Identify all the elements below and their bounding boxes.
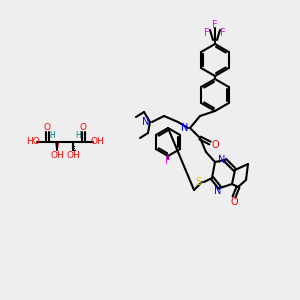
Text: N: N	[181, 123, 188, 133]
Text: N: N	[142, 117, 149, 127]
Text: HO: HO	[26, 137, 40, 146]
Text: O: O	[230, 197, 238, 207]
Polygon shape	[56, 142, 58, 150]
Text: OH: OH	[66, 151, 80, 160]
Text: S: S	[195, 177, 201, 187]
Text: F: F	[165, 156, 171, 166]
Text: F: F	[204, 28, 210, 38]
Text: H: H	[75, 131, 81, 140]
Text: H: H	[49, 131, 55, 140]
Text: F: F	[220, 28, 226, 38]
Text: O: O	[80, 124, 86, 133]
Text: N: N	[214, 186, 222, 196]
Text: F: F	[212, 20, 218, 30]
Text: O: O	[211, 140, 219, 150]
Text: O: O	[44, 124, 50, 133]
Text: OH: OH	[90, 137, 104, 146]
Text: OH: OH	[50, 151, 64, 160]
Text: N: N	[218, 155, 225, 165]
